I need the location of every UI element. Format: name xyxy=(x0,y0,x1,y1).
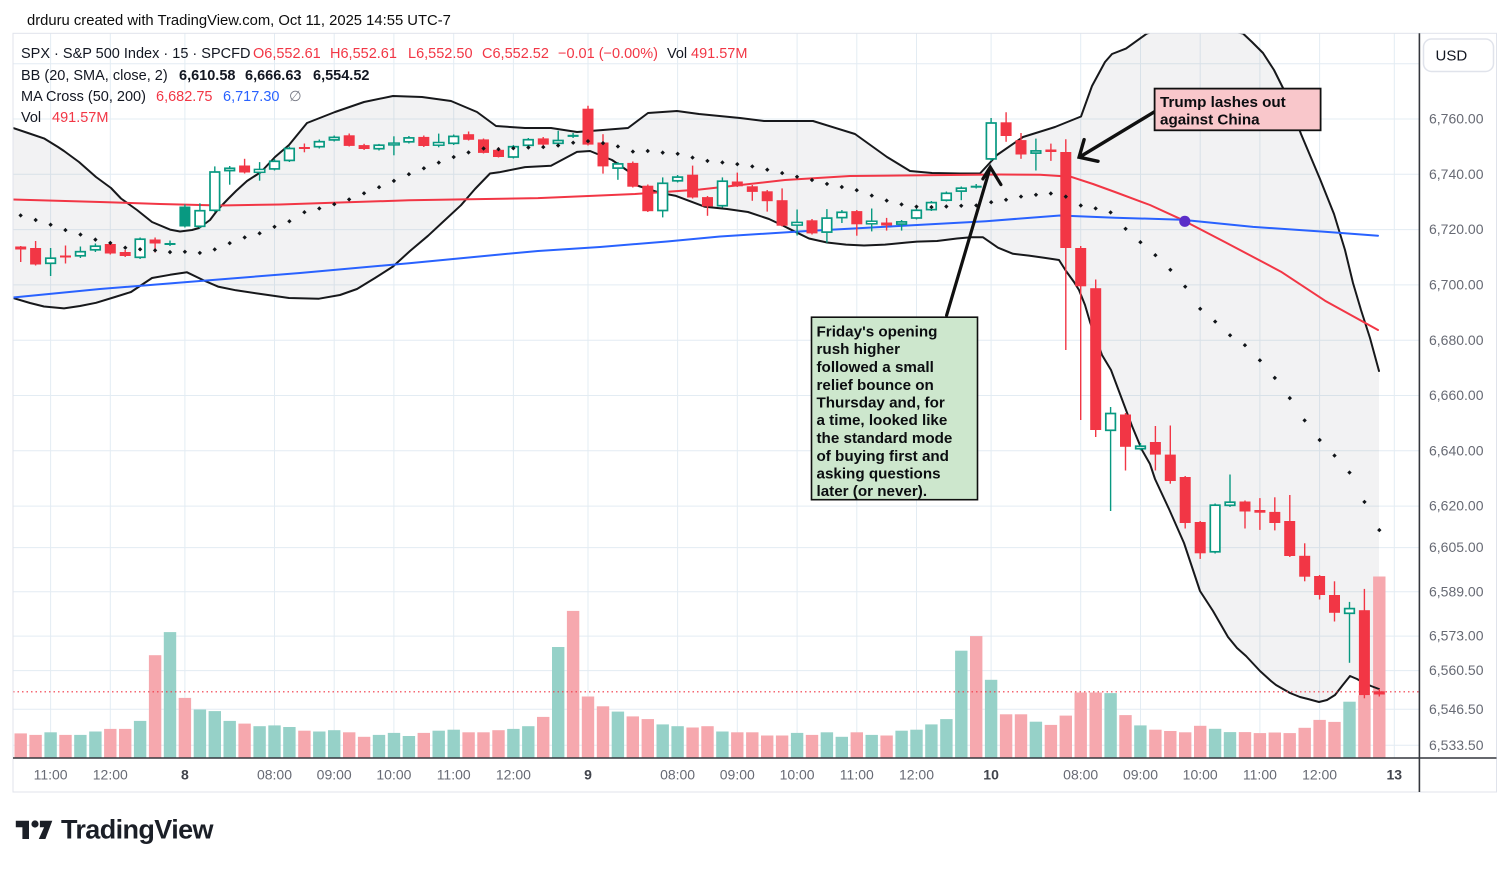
svg-text:10:00: 10:00 xyxy=(1183,767,1218,783)
svg-text:6,605.00: 6,605.00 xyxy=(1429,539,1484,555)
svg-text:Friday's opening: Friday's opening xyxy=(817,324,938,341)
svg-text:Vol: Vol xyxy=(667,46,687,62)
svg-text:6,573.00: 6,573.00 xyxy=(1429,628,1484,644)
svg-text:11:00: 11:00 xyxy=(34,767,68,783)
svg-text:6,546.50: 6,546.50 xyxy=(1429,701,1484,717)
svg-text:relief bounce on: relief bounce on xyxy=(817,377,934,394)
svg-text:asking questions: asking questions xyxy=(817,466,941,483)
svg-text:of buying first and: of buying first and xyxy=(817,448,949,465)
svg-text:8: 8 xyxy=(181,767,189,783)
svg-text:a time, looked like: a time, looked like xyxy=(817,412,948,429)
svg-text:12:00: 12:00 xyxy=(496,767,531,783)
svg-text:491.57M: 491.57M xyxy=(691,46,747,62)
svg-text:Trump lashes out: Trump lashes out xyxy=(1160,94,1286,111)
svg-text:SPX · S&P 500 Index · 15 · SPC: SPX · S&P 500 Index · 15 · SPCFD xyxy=(21,46,250,62)
svg-text:11:00: 11:00 xyxy=(1243,767,1277,783)
svg-text:−0.01 (−0.00%): −0.01 (−0.00%) xyxy=(558,46,658,62)
svg-text:09:00: 09:00 xyxy=(720,767,755,783)
svg-text:6,589.00: 6,589.00 xyxy=(1429,583,1484,599)
svg-text:6,533.50: 6,533.50 xyxy=(1429,737,1484,753)
svg-text:12:00: 12:00 xyxy=(1302,767,1337,783)
svg-text:6,700.00: 6,700.00 xyxy=(1429,277,1484,293)
svg-text:6,717.30: 6,717.30 xyxy=(223,89,279,105)
svg-text:08:00: 08:00 xyxy=(660,767,695,783)
svg-text:against China: against China xyxy=(1160,112,1260,129)
svg-text:C6,552.52: C6,552.52 xyxy=(482,46,549,62)
svg-text:6,660.00: 6,660.00 xyxy=(1429,387,1484,403)
svg-text:12:00: 12:00 xyxy=(899,767,934,783)
svg-text:L6,552.50: L6,552.50 xyxy=(408,46,473,62)
svg-text:6,610.58: 6,610.58 xyxy=(179,68,235,84)
svg-text:08:00: 08:00 xyxy=(257,767,292,783)
svg-text:rush higher: rush higher xyxy=(817,341,901,358)
svg-text:09:00: 09:00 xyxy=(317,767,352,783)
svg-text:08:00: 08:00 xyxy=(1063,767,1098,783)
svg-text:USD: USD xyxy=(1436,48,1468,65)
svg-text:10:00: 10:00 xyxy=(376,767,411,783)
svg-text:drduru created with TradingVie: drduru created with TradingView.com, Oct… xyxy=(27,13,451,29)
svg-text:13: 13 xyxy=(1387,767,1403,783)
svg-text:9: 9 xyxy=(584,767,592,783)
svg-text:6,640.00: 6,640.00 xyxy=(1429,442,1484,458)
svg-text:later (or never).: later (or never). xyxy=(817,483,928,500)
svg-text:followed a small: followed a small xyxy=(817,359,934,376)
svg-text:6,554.52: 6,554.52 xyxy=(313,68,369,84)
svg-text:6,560.50: 6,560.50 xyxy=(1429,662,1484,678)
svg-text:Thursday and, for: Thursday and, for xyxy=(817,395,945,412)
svg-text:MA Cross (50, 200): MA Cross (50, 200) xyxy=(21,89,146,105)
svg-text:BB (20, SMA, close, 2): BB (20, SMA, close, 2) xyxy=(21,68,168,84)
svg-text:11:00: 11:00 xyxy=(437,767,471,783)
svg-text:10:00: 10:00 xyxy=(780,767,815,783)
svg-text:12:00: 12:00 xyxy=(93,767,128,783)
svg-text:the standard mode: the standard mode xyxy=(817,430,953,447)
svg-text:6,740.00: 6,740.00 xyxy=(1429,166,1484,182)
svg-text:6,666.63: 6,666.63 xyxy=(245,68,301,84)
svg-text:491.57M: 491.57M xyxy=(52,110,108,126)
svg-text:O6,552.61: O6,552.61 xyxy=(253,46,321,62)
svg-text:6,720.00: 6,720.00 xyxy=(1429,221,1484,237)
svg-text:10: 10 xyxy=(983,767,999,783)
svg-text:6,680.00: 6,680.00 xyxy=(1429,332,1484,348)
svg-text:6,682.75: 6,682.75 xyxy=(156,89,212,105)
svg-text:TradingView: TradingView xyxy=(61,815,215,845)
svg-text:09:00: 09:00 xyxy=(1123,767,1158,783)
svg-text:11:00: 11:00 xyxy=(840,767,874,783)
svg-text:6,620.00: 6,620.00 xyxy=(1429,498,1484,514)
svg-text:6,760.00: 6,760.00 xyxy=(1429,111,1484,127)
svg-text:Vol: Vol xyxy=(21,110,41,126)
svg-text:H6,552.61: H6,552.61 xyxy=(330,46,397,62)
svg-text:∅: ∅ xyxy=(289,89,302,105)
